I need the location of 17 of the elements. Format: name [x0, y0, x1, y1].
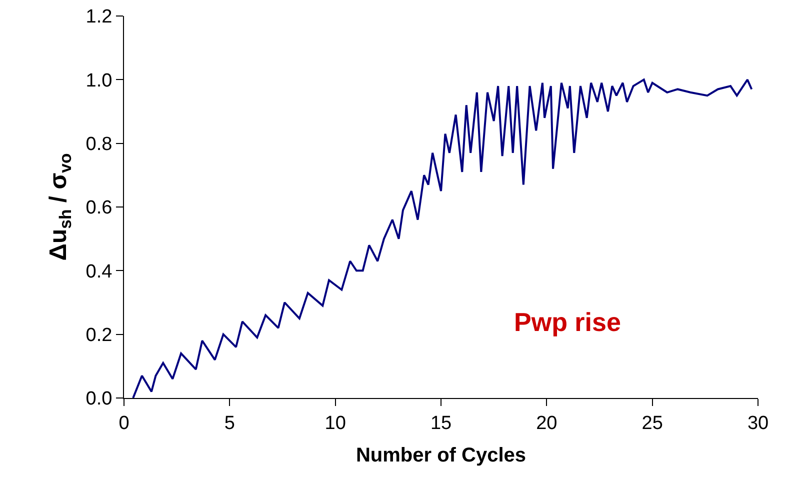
y-tick-label: 0.4 [86, 261, 113, 282]
y-tick-label: 0.8 [86, 134, 112, 155]
y-tick-label: 1.2 [86, 6, 112, 28]
y-tick-label: 0.6 [86, 198, 112, 219]
annotation: Pwp rise [514, 307, 621, 337]
x-tick-label: 5 [224, 412, 235, 434]
y-tick-label: 0.0 [86, 388, 112, 410]
x-tick-label: 10 [324, 412, 346, 434]
y-tick-label: 0.2 [86, 324, 112, 346]
x-tick-label: 0 [118, 412, 130, 434]
x-axis-title: Number of Cycles [356, 444, 526, 466]
line-series [132, 78, 753, 398]
x-tick-label: 20 [536, 412, 558, 434]
x-tick-label: 15 [430, 412, 452, 434]
x-tick-label: 30 [747, 412, 769, 434]
x-tick-label: 25 [642, 412, 663, 434]
y-tick-label: 1.0 [86, 70, 112, 92]
